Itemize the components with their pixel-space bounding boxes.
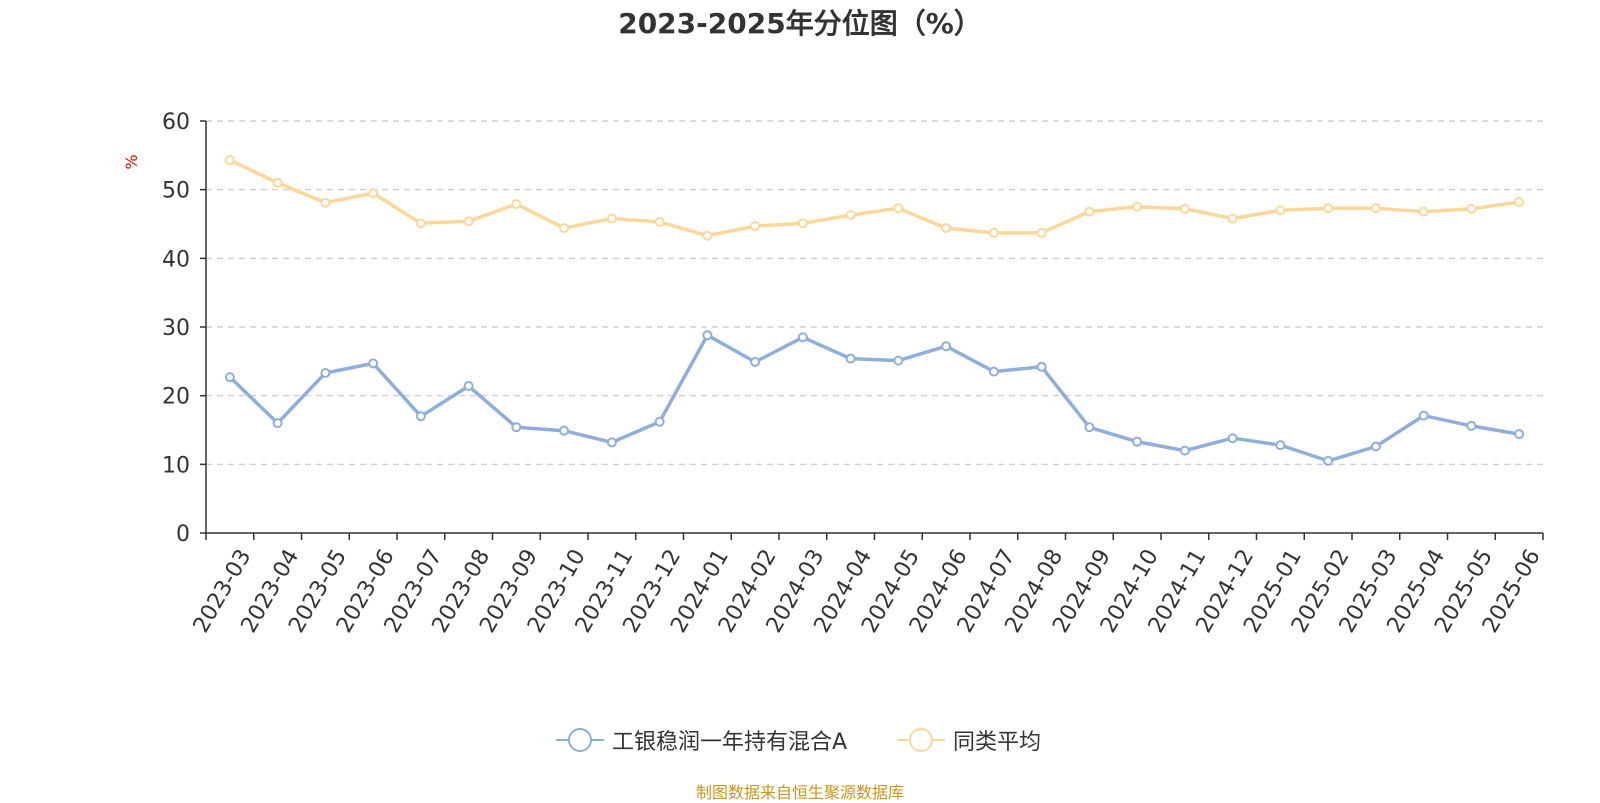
data-point xyxy=(988,366,999,377)
data-point xyxy=(1084,422,1095,433)
data-point xyxy=(702,330,713,341)
data-point xyxy=(1418,410,1429,421)
data-point xyxy=(1323,203,1334,214)
data-point xyxy=(1179,203,1190,214)
y-tick-label: 20 xyxy=(162,385,190,410)
data-point xyxy=(893,355,904,366)
series-line xyxy=(228,158,1521,238)
legend-label-peer-average: 同类平均 xyxy=(953,730,1042,755)
chart-title: 2023-2025年分位图（%） xyxy=(618,7,982,40)
series-0 xyxy=(224,330,1525,466)
grid-lines xyxy=(206,120,1543,465)
data-point xyxy=(845,353,856,364)
data-point xyxy=(988,227,999,238)
data-point xyxy=(463,381,474,392)
data-point xyxy=(1370,441,1381,452)
data-point xyxy=(1227,213,1238,224)
data-point xyxy=(559,223,570,234)
data-point xyxy=(941,223,952,234)
y-tick-label: 10 xyxy=(162,453,190,478)
y-tick-label: 40 xyxy=(162,247,190,272)
data-point xyxy=(368,358,379,369)
data-point xyxy=(893,203,904,214)
data-point xyxy=(1466,420,1477,431)
y-tick-label: 0 xyxy=(176,522,190,547)
data-point xyxy=(415,218,426,229)
data-point xyxy=(1036,227,1047,238)
data-point xyxy=(750,357,761,368)
data-point xyxy=(320,368,331,379)
data-point xyxy=(320,197,331,208)
data-point xyxy=(1132,436,1143,447)
data-point xyxy=(1132,201,1143,212)
data-point xyxy=(1275,440,1286,451)
legend-marker-peer-average xyxy=(897,728,945,752)
data-point xyxy=(845,210,856,221)
data-point xyxy=(1036,361,1047,372)
y-axis-unit-label: % xyxy=(122,154,141,169)
series-1 xyxy=(224,155,1525,241)
y-tick-label: 50 xyxy=(162,179,190,204)
data-point xyxy=(1418,206,1429,217)
axes: 01020304050602023-032023-042023-052023-0… xyxy=(162,110,1546,637)
data-point xyxy=(654,416,665,427)
data-point xyxy=(368,188,379,199)
data-point xyxy=(1370,203,1381,214)
data-point xyxy=(1227,433,1238,444)
data-point xyxy=(559,425,570,436)
series-line xyxy=(228,333,1521,463)
legend-marker-fund xyxy=(556,728,604,752)
data-point xyxy=(272,418,283,429)
y-tick-label: 60 xyxy=(162,110,190,135)
data-source-note: 制图数据来自恒生聚源数据库 xyxy=(695,783,904,802)
data-point xyxy=(224,372,235,383)
data-point xyxy=(702,230,713,241)
legend-item-fund[interactable]: 工银稳润一年持有混合A xyxy=(556,722,847,758)
y-tick-label: 30 xyxy=(162,316,190,341)
data-point xyxy=(1323,455,1334,466)
data-point xyxy=(1179,445,1190,456)
data-point xyxy=(1275,205,1286,216)
data-point xyxy=(1466,203,1477,214)
data-point xyxy=(511,422,522,433)
data-point xyxy=(1084,206,1095,217)
data-point xyxy=(606,213,617,224)
data-point xyxy=(750,221,761,232)
data-point xyxy=(606,437,617,448)
legend-item-peer-average[interactable]: 同类平均 xyxy=(897,722,1041,758)
data-point xyxy=(272,177,283,188)
data-point xyxy=(1514,197,1525,208)
legend-label-fund: 工银稳润一年持有混合A xyxy=(612,730,848,755)
data-point xyxy=(654,216,665,227)
data-point xyxy=(463,216,474,227)
data-point xyxy=(797,332,808,343)
data-point xyxy=(511,199,522,210)
data-point xyxy=(415,411,426,422)
data-point xyxy=(941,341,952,352)
data-point xyxy=(224,155,235,166)
data-point xyxy=(1514,429,1525,440)
series-lines xyxy=(224,155,1525,466)
data-point xyxy=(797,218,808,229)
